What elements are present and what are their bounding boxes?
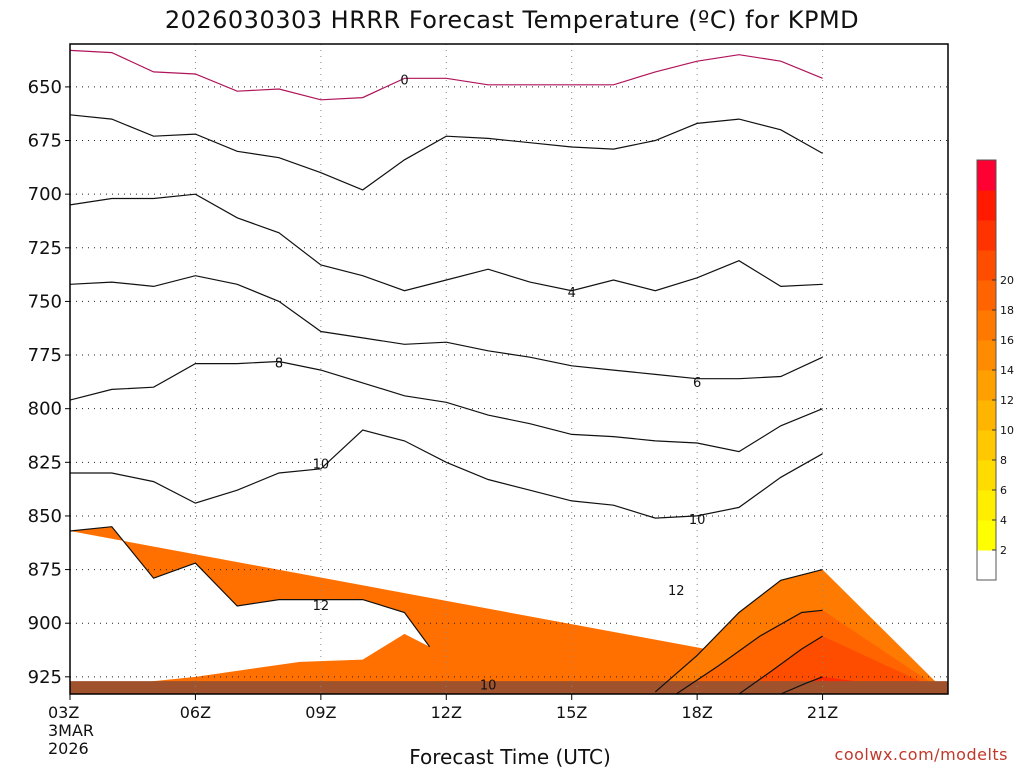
colorbar-swatch-10	[977, 250, 996, 281]
contour-line-4	[69, 275, 823, 380]
contour-line-8	[70, 429, 823, 519]
y-tick-label-675: 675	[28, 131, 62, 152]
y-tick-label-900: 900	[28, 613, 62, 634]
colorbar-swatch-3	[977, 460, 996, 491]
contour-label-4: 10	[313, 457, 330, 472]
contour-line-6	[69, 360, 823, 453]
x-tick-label-03Z: 03Z	[48, 703, 79, 722]
x-axis-label: Forecast Time (UTC)	[409, 745, 611, 768]
y-tick-label-650: 650	[28, 77, 62, 98]
x-axis: 3MAR 2026 03Z 06Z 09Z 12Z 15Z 18Z 21Z	[48, 694, 838, 758]
colorbar-label-16: 16	[1000, 334, 1014, 347]
x-tick-label-12Z: 12Z	[431, 703, 462, 722]
contour-label-1: 4	[568, 286, 576, 301]
colorbar-label-8: 8	[1000, 454, 1007, 467]
x-start-day-label: 3MAR	[48, 721, 94, 740]
contour-label-5: 10	[689, 513, 706, 528]
colorbar-label-20: 20	[1000, 274, 1014, 287]
plot-area: 0 4 6 8 10 10 12 12 10	[69, 43, 949, 695]
colorbar-swatch-9	[977, 280, 996, 311]
x-tick-label-09Z: 09Z	[305, 703, 336, 722]
plot-frame	[69, 43, 949, 695]
colorbar-swatch-2	[977, 490, 996, 521]
contour-label-8: 10	[480, 678, 497, 693]
colorbar-label-14: 14	[1000, 364, 1014, 377]
contour-line-0	[69, 49, 823, 101]
y-tick-label-700: 700	[28, 184, 62, 205]
ground-strip	[70, 681, 948, 694]
x-tick-label-18Z: 18Z	[681, 703, 712, 722]
contour-line-10	[69, 526, 431, 648]
contour-line-12	[654, 569, 823, 693]
contour-line-16	[738, 635, 823, 695]
colorbar-label-10: 10	[1000, 424, 1014, 437]
temperature-core-16	[739, 636, 948, 694]
contour-line-3	[69, 193, 823, 292]
y-tick-label-825: 825	[28, 452, 62, 473]
contour-label-0: 0	[400, 73, 408, 88]
contour-label-6: 12	[313, 599, 330, 614]
colorbar-label-18: 18	[1000, 304, 1014, 317]
contour-line-18	[780, 676, 823, 695]
y-tick-label-850: 850	[28, 506, 62, 527]
colorbar-label-12: 12	[1000, 394, 1014, 407]
y-axis: 650 675 700 725 750 775 800 825 850 875 900 925	[28, 77, 70, 688]
contour-label-7: 12	[668, 584, 685, 599]
y-tick-label-725: 725	[28, 238, 62, 259]
colorbar-label-2: 2	[1000, 544, 1007, 557]
y-tick-label-750: 750	[28, 291, 62, 312]
chart-title: 2026030303 HRRR Forecast Temperature (ºC…	[165, 6, 859, 34]
colorbar-swatch-6	[977, 370, 996, 401]
colorbar-swatch-4	[977, 430, 996, 461]
x-start-year-label: 2026	[48, 739, 89, 758]
contour-line-2	[69, 114, 823, 191]
colorbar-swatch-1	[977, 520, 996, 551]
colorbar: 2 4 6 8 10 12 14 16 18 20	[976, 159, 1014, 581]
colorbar-label-4: 4	[1000, 514, 1007, 527]
colorbar-swatch-0	[977, 550, 996, 581]
y-tick-label-875: 875	[28, 560, 62, 581]
y-tick-label-925: 925	[28, 667, 62, 688]
colorbar-swatch-5	[977, 400, 996, 431]
colorbar-swatch-11	[977, 220, 996, 251]
y-tick-label-775: 775	[28, 345, 62, 366]
contour-label-3: 8	[275, 357, 283, 372]
colorbar-swatch-7	[977, 340, 996, 371]
colorbar-swatch-12	[977, 190, 996, 221]
x-tick-label-15Z: 15Z	[556, 703, 587, 722]
contour-label-2: 6	[693, 376, 701, 391]
x-tick-label-06Z: 06Z	[180, 703, 211, 722]
temperature-band-10-fill	[70, 526, 948, 694]
colorbar-label-6: 6	[1000, 484, 1007, 497]
colorbar-swatch-13	[977, 160, 996, 191]
colorbar-swatch-8	[977, 310, 996, 341]
credit-text: coolwx.com/modelts	[835, 745, 1008, 764]
contour-line-14	[675, 609, 823, 695]
y-tick-label-800: 800	[28, 399, 62, 420]
x-tick-label-21Z: 21Z	[807, 703, 838, 722]
